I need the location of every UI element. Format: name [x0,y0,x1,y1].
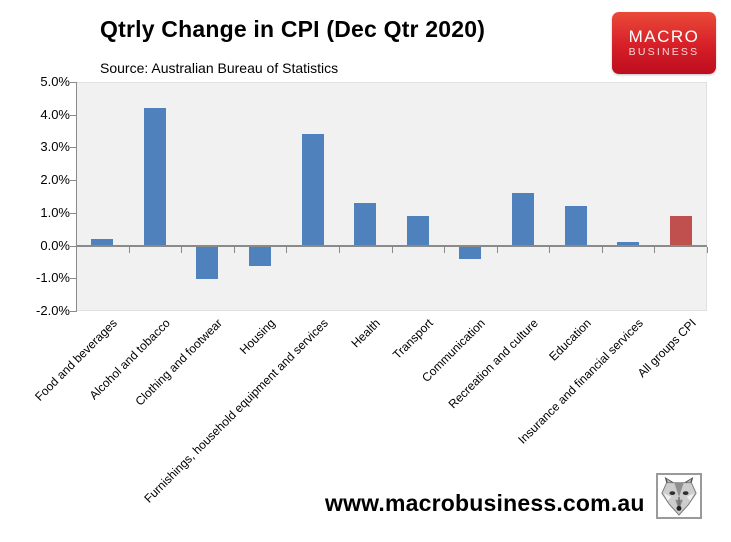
x-axis-tick [549,247,550,253]
chart-subtitle: Source: Australian Bureau of Statistics [100,60,339,76]
y-axis-tick [70,82,76,83]
x-axis-tick [286,247,287,253]
bar-health [354,203,376,246]
logo-text-macro: MACRO [628,27,700,46]
y-axis-label: -2.0% [36,303,70,318]
x-axis-tick [602,247,603,253]
wolf-logo-box [656,473,702,519]
y-axis-tick [70,180,76,182]
y-axis-label: 0.0% [40,237,70,253]
bar-education [565,206,587,245]
chart-title: Qtrly Change in CPI (Dec Qtr 2020) [100,16,486,42]
x-axis-tick [234,247,235,253]
zero-axis-line [76,245,707,247]
plot-area [76,82,707,311]
y-axis-tick [70,278,76,280]
macrobusiness-logo: MACRO BUSINESS [612,12,716,74]
bar-all-groups-cpi [670,216,692,245]
bar-recreation-and-culture [512,193,534,245]
y-axis-line [76,82,77,312]
bar-food-and-beverages [91,239,113,246]
x-axis-tick [497,247,498,253]
y-axis-label: -1.0% [36,270,70,286]
x-axis-tick [707,247,708,253]
y-axis-tick [70,147,76,149]
y-axis-label: 4.0% [40,106,70,122]
y-axis-label: 1.0% [40,204,70,220]
x-axis-tick [392,247,393,253]
bar-transport [407,216,429,245]
x-axis-tick [339,247,340,253]
y-axis-label: 2.0% [40,172,70,188]
y-axis-label: 5.0% [40,74,70,89]
bar-alcohol-and-tobacco [144,108,166,245]
y-axis-tick [70,245,76,247]
y-axis-label: 3.0% [40,139,70,155]
y-axis-tick [70,311,76,312]
x-axis-tick [444,247,445,253]
y-axis-tick [70,114,76,116]
bar-communication [459,246,481,259]
bar-housing [249,246,271,266]
logo-text-business: BUSINESS [628,46,700,58]
y-axis-tick [70,212,76,214]
bar-furnishings-household-equipment-and-services [302,134,324,245]
x-axis-tick [654,247,655,253]
x-axis-tick [129,247,130,253]
wolf-icon [661,477,697,516]
bar-insurance-and-financial-services [617,242,639,245]
x-axis-tick [181,247,182,253]
bar-clothing-and-footwear [196,246,218,279]
footer-url: www.macrobusiness.com.au [325,490,645,516]
